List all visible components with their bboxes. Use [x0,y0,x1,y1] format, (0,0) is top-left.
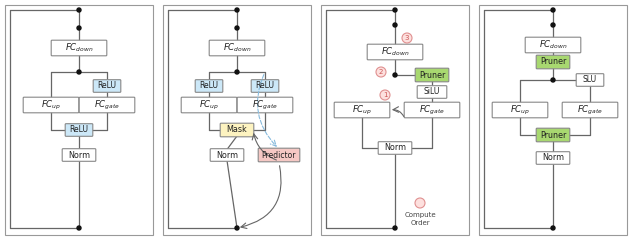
FancyBboxPatch shape [62,149,96,161]
Circle shape [402,33,412,43]
FancyBboxPatch shape [210,149,244,161]
Text: $FC_{down}$: $FC_{down}$ [65,42,93,54]
Circle shape [235,26,239,30]
Circle shape [393,8,397,12]
FancyBboxPatch shape [536,128,570,142]
Circle shape [393,226,397,230]
Circle shape [393,23,397,27]
Text: $FC_{gate}$: $FC_{gate}$ [94,99,120,112]
Text: $FC_{up}$: $FC_{up}$ [199,99,219,112]
Bar [5,5,153,235]
FancyBboxPatch shape [404,102,460,118]
Circle shape [380,90,390,100]
FancyBboxPatch shape [415,68,449,82]
Text: Predictor: Predictor [262,150,296,160]
Text: $FC_{down}$: $FC_{down}$ [381,46,410,58]
FancyBboxPatch shape [23,97,79,113]
Text: ReLU: ReLU [97,81,116,91]
Text: 1: 1 [383,92,387,98]
FancyBboxPatch shape [79,97,135,113]
Text: Norm: Norm [216,150,238,160]
Text: SLU: SLU [583,75,597,85]
Text: $FC_{up}$: $FC_{up}$ [510,103,530,117]
Circle shape [77,8,81,12]
Circle shape [235,226,239,230]
Circle shape [235,70,239,74]
FancyBboxPatch shape [209,40,265,56]
Bar [163,5,311,235]
FancyBboxPatch shape [51,40,107,56]
Text: 2: 2 [379,69,383,75]
Text: Pruner: Pruner [540,58,566,67]
Bar [321,5,469,235]
FancyBboxPatch shape [220,123,254,137]
Circle shape [393,73,397,77]
Text: $FC_{down}$: $FC_{down}$ [223,42,252,54]
Circle shape [77,26,81,30]
Circle shape [551,8,555,12]
Text: SiLU: SiLU [424,87,440,96]
Text: ReLU: ReLU [70,126,88,134]
FancyBboxPatch shape [378,142,412,154]
Text: Compute: Compute [404,212,436,218]
Circle shape [551,78,555,82]
Text: $FC_{gate}$: $FC_{gate}$ [577,103,603,117]
Text: ReLU: ReLU [255,81,275,91]
FancyBboxPatch shape [562,102,618,118]
FancyBboxPatch shape [93,80,121,92]
FancyBboxPatch shape [525,37,581,53]
Text: $FC_{down}$: $FC_{down}$ [539,39,568,51]
FancyBboxPatch shape [181,97,237,113]
Text: Mask: Mask [227,126,248,134]
Text: 3: 3 [404,35,409,41]
Circle shape [551,23,555,27]
FancyBboxPatch shape [237,97,293,113]
Text: $FC_{gate}$: $FC_{gate}$ [419,103,445,117]
FancyBboxPatch shape [492,102,548,118]
FancyBboxPatch shape [65,124,93,136]
FancyBboxPatch shape [417,86,447,98]
FancyBboxPatch shape [536,55,570,69]
Circle shape [551,226,555,230]
Circle shape [376,67,386,77]
Text: ReLU: ReLU [200,81,218,91]
Text: $FC_{gate}$: $FC_{gate}$ [252,99,278,112]
Text: Order: Order [410,220,430,226]
FancyBboxPatch shape [576,74,604,86]
Text: Pruner: Pruner [540,130,566,140]
FancyBboxPatch shape [195,80,223,92]
Circle shape [235,8,239,12]
FancyBboxPatch shape [258,148,300,162]
Circle shape [77,226,81,230]
Text: $FC_{up}$: $FC_{up}$ [352,103,372,117]
Text: Norm: Norm [542,154,564,162]
FancyBboxPatch shape [367,44,423,60]
FancyBboxPatch shape [251,80,279,92]
Text: Pruner: Pruner [419,71,445,80]
Text: Norm: Norm [68,150,90,160]
Text: Norm: Norm [384,143,406,153]
Bar [479,5,627,235]
Circle shape [77,70,81,74]
Circle shape [415,198,425,208]
FancyBboxPatch shape [334,102,390,118]
FancyBboxPatch shape [536,152,570,164]
Text: $FC_{up}$: $FC_{up}$ [41,99,61,112]
